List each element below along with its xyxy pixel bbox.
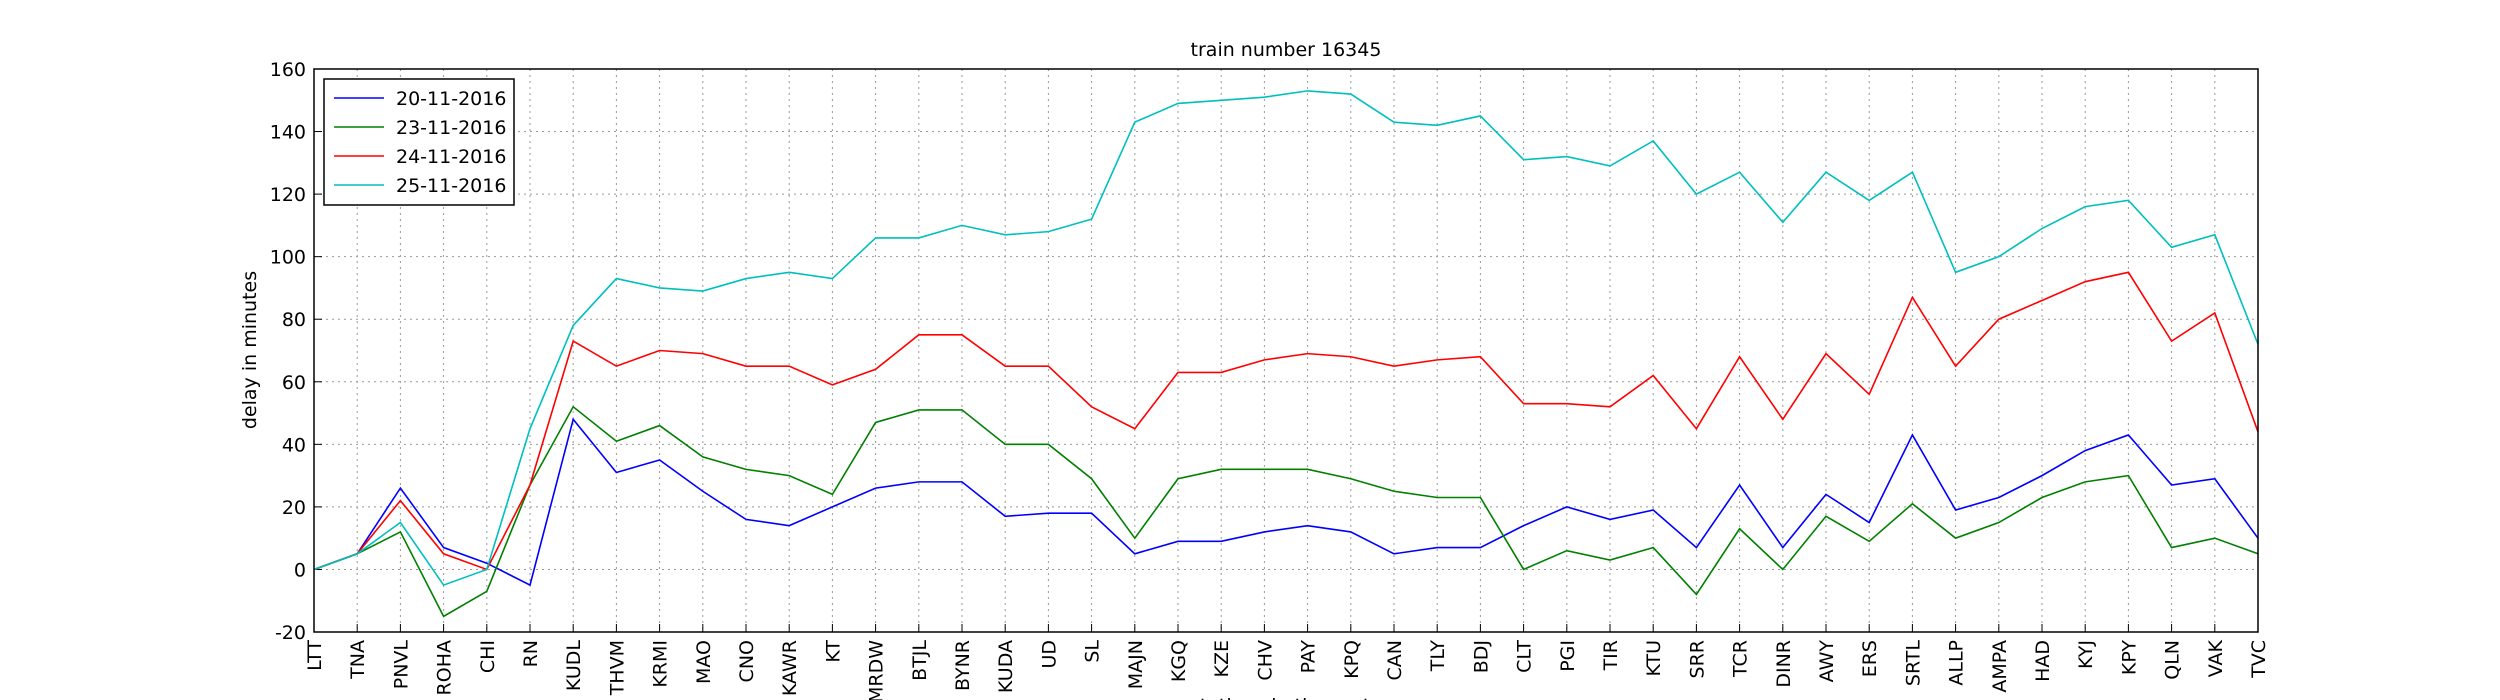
x-tick-label: KRMI	[650, 640, 672, 688]
y-tick-label: 40	[282, 434, 306, 456]
x-tick-label: UD	[1038, 640, 1060, 669]
x-tick-label: PNVL	[390, 640, 412, 690]
x-tick-label: MRDW	[866, 640, 888, 700]
x-tick-label: CHV	[1254, 640, 1276, 681]
x-tick-label: CNO	[736, 640, 758, 682]
y-axis-label: delay in minutes	[239, 271, 261, 429]
x-tick-label: KPY	[2118, 640, 2140, 675]
x-tick-label: AWY	[1816, 640, 1838, 683]
legend-label: 25-11-2016	[396, 175, 506, 197]
x-tick-label: TCR	[1730, 640, 1752, 678]
legend-box	[323, 78, 515, 206]
series-line	[313, 271, 2259, 571]
chart-title: train number 16345	[1191, 39, 1382, 61]
x-tick-label: KZE	[1211, 640, 1233, 677]
x-tick-label: KYJ	[2075, 640, 2097, 669]
x-tick-label: MAJN	[1125, 640, 1147, 689]
x-tick-label: VAK	[2205, 639, 2227, 677]
x-tick-label: CAN	[1384, 640, 1406, 680]
x-tick-label: KTU	[1643, 640, 1665, 677]
x-tick-label: QLN	[2162, 640, 2184, 680]
series-line	[313, 405, 2259, 618]
legend-label: 24-11-2016	[396, 146, 506, 168]
x-tick-label: BYNR	[952, 640, 974, 691]
x-tick-label: SRTL	[1902, 640, 1924, 686]
x-tick-label: SL	[1082, 640, 1104, 663]
y-tick-label: 140	[270, 122, 306, 144]
x-tick-label: ROHA	[434, 640, 456, 695]
x-tick-label: KAWR	[779, 640, 801, 696]
x-tick-label: TIR	[1600, 640, 1622, 671]
x-tick-label: KT	[822, 640, 844, 663]
x-tick-label: TLY	[1427, 640, 1449, 673]
x-tick-label: ALLP	[1946, 640, 1968, 686]
x-tick-label: PAY	[1298, 640, 1320, 674]
x-tick-label: ERS	[1859, 640, 1881, 677]
x-tick-label: BDJ	[1470, 640, 1492, 673]
y-tick-label: 60	[282, 372, 306, 394]
x-tick-label: KGQ	[1168, 640, 1190, 682]
series-line	[313, 417, 2259, 587]
y-tick-label: 20	[282, 497, 306, 519]
x-tick-label: BTJL	[909, 640, 931, 681]
x-tick-label: CHI	[477, 640, 499, 673]
y-tick-label: 120	[270, 184, 306, 206]
x-tick-label: LTT	[304, 640, 326, 671]
x-tick-label: HAD	[2032, 640, 2054, 682]
series-line	[313, 90, 2259, 587]
x-tick-label: DINR	[1773, 640, 1795, 688]
x-tick-label: THVM	[606, 640, 628, 696]
x-axis-label: stations in the route	[1190, 695, 1382, 700]
x-tick-label: KPQ	[1341, 640, 1363, 679]
legend-label: 23-11-2016	[396, 117, 506, 139]
x-tick-label: CLT	[1514, 640, 1536, 673]
x-tick-label: TNA	[347, 640, 369, 680]
plot-frame	[313, 68, 2259, 633]
y-tick-label: 100	[270, 247, 306, 269]
x-tick-label: MAO	[693, 640, 715, 684]
y-tick-label: 0	[294, 559, 306, 581]
y-tick-label: 80	[282, 309, 306, 331]
legend-label: 20-11-2016	[396, 88, 506, 110]
x-tick-label: KUDA	[995, 640, 1017, 693]
y-tick-label: 160	[270, 59, 306, 81]
x-tick-label: RN	[520, 640, 542, 667]
x-tick-label: PGI	[1557, 640, 1579, 672]
y-tick-label: -20	[275, 622, 306, 644]
x-tick-label: SRR	[1686, 640, 1708, 678]
x-tick-label: KUDL	[563, 640, 585, 691]
x-tick-label: TVC	[2248, 640, 2270, 679]
x-tick-label: AMPA	[1989, 640, 2011, 693]
